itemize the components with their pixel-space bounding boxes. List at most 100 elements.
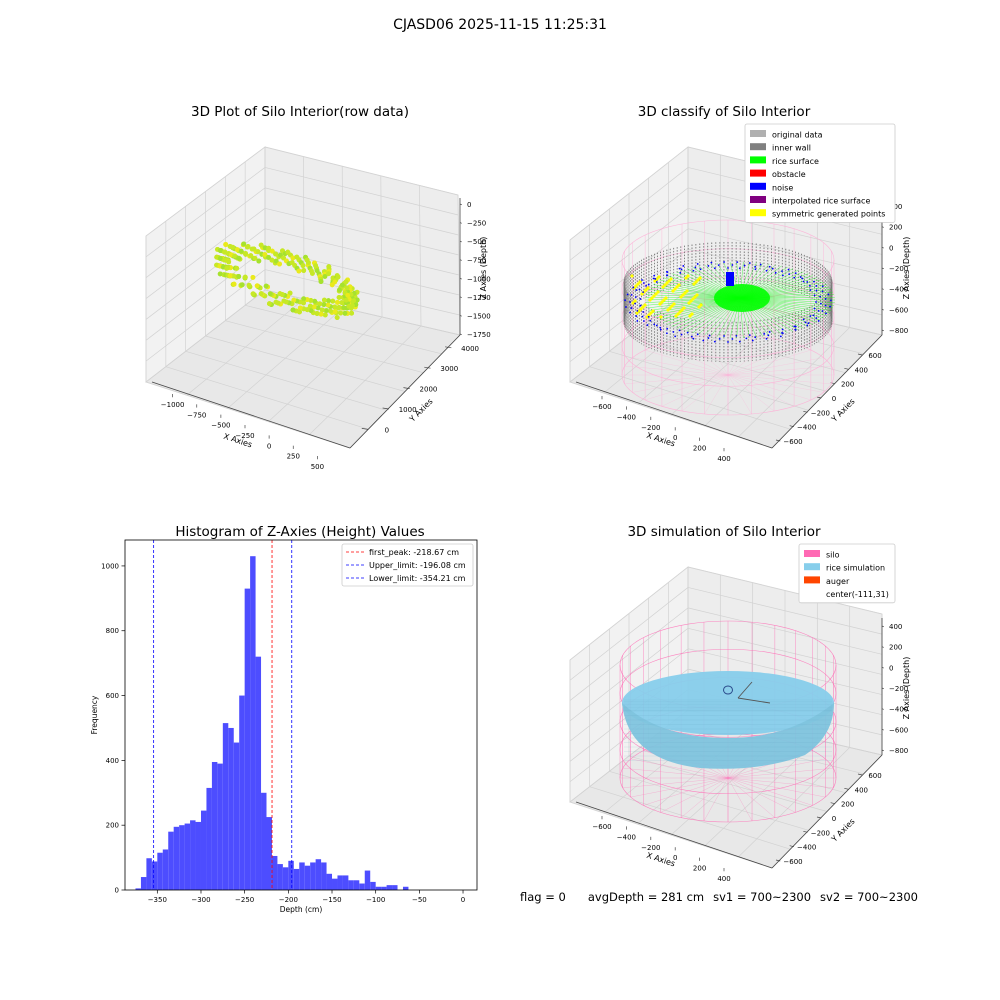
noise-point: [794, 325, 797, 328]
classify-legend-label: original data: [772, 131, 823, 140]
noise-point: [723, 261, 725, 263]
histogram-bar: [233, 742, 240, 890]
x-tick-label: −1000: [161, 401, 185, 409]
noise-point: [793, 325, 796, 328]
silo-spoke: [660, 777, 729, 813]
sym-point: [687, 301, 691, 305]
sym-point: [661, 285, 665, 289]
raw-point: [336, 305, 342, 310]
noise-point: [665, 274, 668, 277]
noise-point: [817, 320, 820, 322]
sym-point: [660, 300, 664, 304]
histogram-bar: [184, 823, 191, 890]
sym-point: [665, 281, 669, 285]
grid-line: [687, 207, 883, 255]
noise-point: [636, 320, 639, 322]
raw-point: [267, 301, 272, 307]
sym-point: [656, 290, 660, 294]
histogram-bar: [255, 656, 262, 890]
raw-point: [258, 291, 264, 297]
raw-point: [232, 253, 238, 259]
tick-mark: [445, 346, 452, 349]
histogram-bar: [310, 862, 316, 890]
classify-legend-swatch: [750, 130, 766, 137]
raw-point: [340, 282, 345, 288]
tick-mark: [857, 773, 863, 776]
sym-point: [682, 306, 686, 310]
noise-point: [717, 264, 720, 267]
sym-point: [646, 286, 650, 290]
z-tick-label: −1500: [467, 312, 491, 320]
simulation-legend-swatch: [804, 576, 820, 584]
noise-point: [679, 271, 682, 274]
sym-point: [664, 296, 668, 300]
noise-point: [702, 339, 705, 342]
silo-spoke: [661, 374, 729, 407]
noise-point: [655, 281, 658, 283]
sym-point: [630, 274, 634, 278]
noise-point: [793, 276, 796, 279]
noise-point: [767, 334, 770, 337]
simulation-legend-label: auger: [826, 577, 850, 586]
noise-point: [808, 284, 811, 287]
noise-point: [807, 322, 810, 325]
noise-point: [727, 267, 729, 269]
noise-point: [666, 327, 669, 330]
raw-point: [304, 307, 310, 313]
x-tick-label: −500: [211, 422, 230, 430]
grid-line: [637, 304, 753, 405]
raw-point: [262, 245, 268, 251]
noise-point: [815, 301, 817, 303]
histogram-bar: [146, 858, 152, 890]
z-tick-label: −1250: [467, 294, 491, 302]
raw-point: [318, 279, 324, 284]
x-tick-label: −600: [592, 823, 611, 831]
y-tick-label: 600: [868, 772, 881, 780]
histogram-bar: [250, 556, 256, 890]
noise-point: [641, 315, 644, 318]
raw-point: [334, 315, 340, 320]
histogram-legend-label: Upper_limit: -196.08 cm: [369, 561, 466, 570]
raw-point: [266, 245, 271, 251]
z-tick-label: 0: [467, 201, 471, 209]
tick-mark: [881, 247, 884, 249]
x-tick-label: 0: [267, 442, 271, 450]
noise-point: [779, 335, 782, 338]
tick-mark: [459, 222, 462, 224]
tick-mark: [881, 329, 884, 332]
raw-point: [328, 308, 333, 314]
noise-point: [827, 293, 830, 296]
raw-point: [222, 249, 228, 255]
noise-point: [809, 289, 812, 291]
raw-point: [256, 258, 262, 264]
simulation-legend-label: silo: [826, 551, 840, 560]
tick-mark: [403, 387, 410, 389]
sym-point: [631, 301, 635, 305]
x-tick-label: 400: [717, 875, 730, 883]
y-tick-label: −600: [783, 858, 802, 866]
noise-point: [634, 302, 636, 305]
grid-line: [225, 320, 424, 374]
raw-point: [250, 275, 256, 280]
x-tick-label: −600: [592, 403, 611, 411]
grid-line: [145, 187, 266, 278]
raw-point: [258, 242, 264, 248]
z-tick-label: −600: [889, 726, 908, 734]
noise-point: [659, 326, 662, 329]
sv2-text: sv2 = 700~2300: [820, 890, 918, 904]
noise-point: [820, 302, 822, 305]
silo-spoke: [622, 768, 729, 779]
grid-line: [145, 289, 266, 383]
auger-arm: [737, 697, 771, 704]
raw-point: [297, 305, 303, 311]
noise-point: [678, 267, 681, 270]
raw-point: [321, 302, 327, 307]
sym-point: [689, 299, 693, 303]
z-tick-label: −750: [467, 257, 486, 265]
x-tick-label: 0: [673, 854, 677, 862]
noise-point: [635, 289, 638, 291]
z-axis-label: Z Axies (Depth): [902, 657, 911, 720]
raw-point: [317, 301, 323, 307]
